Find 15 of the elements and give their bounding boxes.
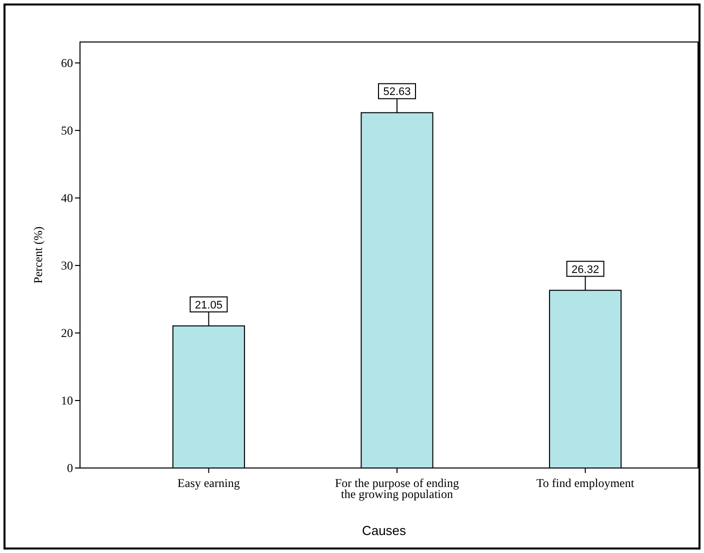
y-tick-label: 30 [61, 258, 73, 272]
y-axis-title: Percent (%) [31, 226, 45, 284]
y-tick-label: 60 [61, 56, 73, 70]
x-tick-label: Easy earning [178, 476, 240, 490]
y-tick-label: 10 [61, 393, 73, 408]
data-label: 26.32 [572, 264, 600, 276]
data-label: 52.63 [383, 86, 411, 98]
y-tick-label: 0 [67, 461, 73, 475]
x-tick-label: To find employment [536, 476, 635, 490]
y-tick-label: 40 [61, 190, 73, 205]
x-axis-title: Causes [362, 523, 407, 538]
y-tick-label: 20 [61, 326, 73, 340]
data-label: 21.05 [194, 299, 222, 312]
x-tick-label: For the purpose of ending the growing population [335, 476, 459, 501]
y-tick-label: 50 [61, 123, 73, 138]
